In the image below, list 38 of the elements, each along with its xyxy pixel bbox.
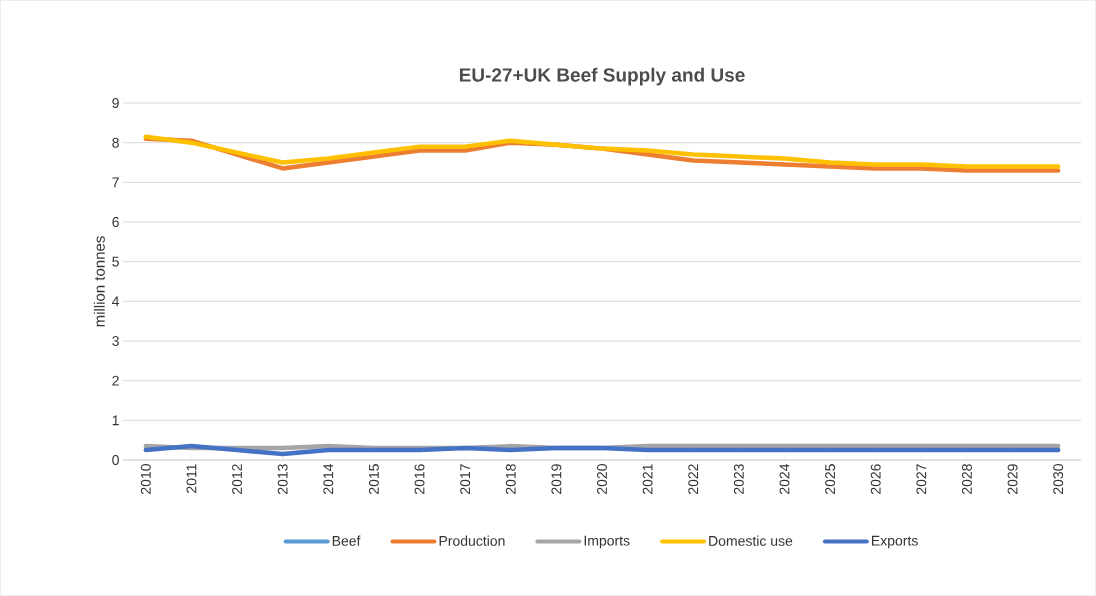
x-tick-label: 2023 <box>733 464 744 494</box>
x-tick-label: 2010 <box>140 464 151 494</box>
x-tick-label: 2025 <box>825 464 836 494</box>
x-tick-label: 2018 <box>505 464 516 494</box>
legend-label: Beef <box>332 535 361 546</box>
y-tick-label: 2 <box>112 375 119 386</box>
y-tick-label: 9 <box>112 98 119 108</box>
x-tick-label: 2024 <box>779 463 790 494</box>
legend-label: Production <box>439 535 505 546</box>
x-tick-label: 2012 <box>232 464 243 494</box>
legend-label: Exports <box>872 535 918 549</box>
legend-label: Domestic use <box>709 535 793 546</box>
y-tick-label: 8 <box>112 137 119 148</box>
x-tick-label: 2013 <box>277 464 288 494</box>
y-tick-label: 7 <box>112 177 119 188</box>
x-tick-label: 2019 <box>551 464 562 494</box>
y-tick-label: 4 <box>112 296 120 307</box>
x-tick-label: 2029 <box>1007 464 1018 494</box>
legend-label: Imports <box>584 535 630 549</box>
x-tick-label: 2021 <box>642 464 653 494</box>
x-tick-label: 2014 <box>323 463 334 494</box>
x-tick-label: 2015 <box>368 464 379 494</box>
x-tick-label: 2030 <box>1053 464 1064 494</box>
y-tick-label: 1 <box>112 415 119 426</box>
y-axis-title: million tonnes <box>93 236 105 327</box>
x-tick-label: 2011 <box>186 464 197 493</box>
x-tick-label: 2028 <box>961 464 972 494</box>
x-tick-label: 2020 <box>597 464 607 494</box>
x-tick-label: 2017 <box>460 464 471 494</box>
x-tick-label: 2022 <box>688 464 699 494</box>
x-tick-label: 2027 <box>916 464 927 494</box>
x-tick-label: 2016 <box>414 464 425 494</box>
chart-title: EU-27+UK Beef Supply and Use <box>459 67 745 86</box>
y-tick-label: 0 <box>112 455 119 465</box>
y-tick-label: 5 <box>112 256 119 267</box>
y-tick-label: 3 <box>112 336 119 346</box>
y-tick-label: 6 <box>112 217 119 227</box>
x-tick-label: 2026 <box>870 464 881 494</box>
